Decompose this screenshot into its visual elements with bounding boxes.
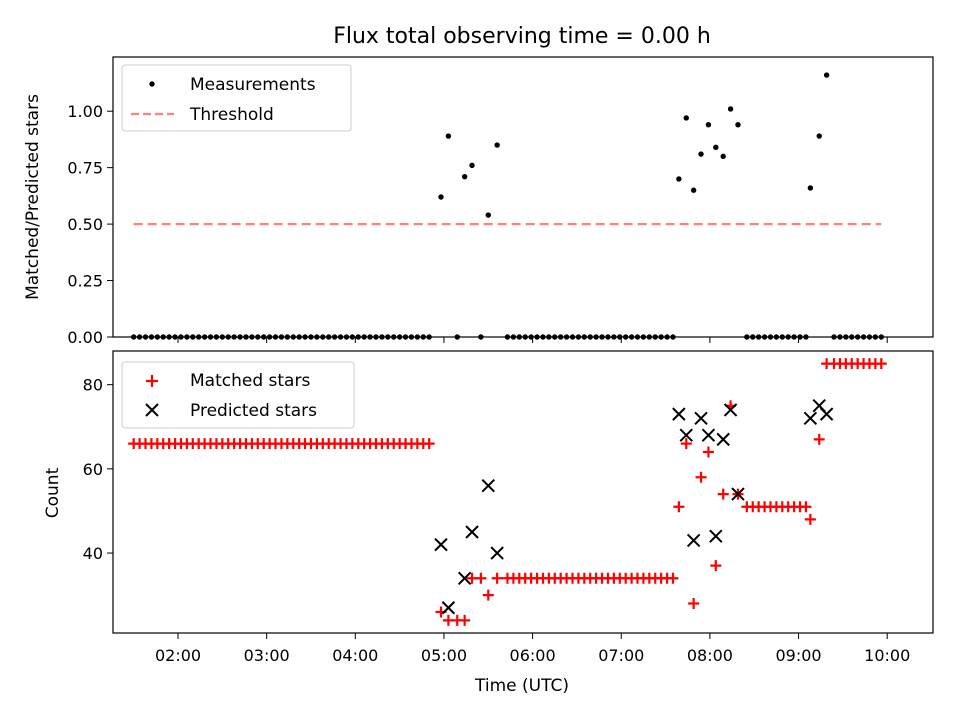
measurement-point	[824, 72, 829, 77]
y-tick-label: 0.25	[67, 272, 103, 291]
y-tick-label: 0.00	[67, 328, 103, 347]
top-legend: Measurements Threshold	[122, 65, 351, 131]
x-tick-label: 10:00	[864, 646, 910, 665]
measurement-point	[817, 133, 822, 138]
measurement-point	[676, 176, 681, 181]
bottom-x-ticks: 02:00 03:00 04:00 05:00 06:00 07:00 08:00 09:00…	[155, 633, 910, 665]
legend-label-predicted: Predicted stars	[190, 401, 317, 421]
y-tick-label: 0.75	[67, 159, 103, 178]
chart-title: Flux total observing time = 0.00 h	[333, 24, 711, 49]
x-tick-label: 03:00	[244, 646, 290, 665]
measurement-point	[486, 212, 491, 217]
figure: Flux total observing time = 0.00 h 0.000…	[0, 0, 960, 720]
measurement-point	[438, 194, 443, 199]
y-tick-label: 0.50	[67, 215, 103, 234]
bottom-panel: 40 60 80 02:00 03:00 04:00 05:00 06:00 07:00 08:…	[43, 351, 933, 696]
y-tick-label: 40	[83, 544, 103, 563]
x-tick-label: 05:00	[421, 646, 467, 665]
y-tick-label: 80	[83, 376, 103, 395]
measurement-point	[494, 142, 499, 147]
top-y-ticks: 0.00 0.25 0.50 0.75 1.00	[67, 102, 113, 347]
measurement-point	[469, 163, 474, 168]
legend-label-matched: Matched stars	[190, 371, 310, 391]
measurement-point	[462, 174, 467, 179]
measurement-point	[698, 151, 703, 156]
measurement-point	[706, 122, 711, 127]
bottom-y-axis-label: Count	[43, 467, 63, 518]
measurement-point	[691, 188, 696, 193]
x-tick-label: 02:00	[155, 646, 201, 665]
legend-marker-measurements	[149, 81, 154, 86]
measurement-point	[713, 145, 718, 150]
x-tick-label: 09:00	[775, 646, 821, 665]
measurement-point	[684, 115, 689, 120]
measurement-point	[446, 133, 451, 138]
measurement-point	[720, 154, 725, 159]
legend-label-threshold: Threshold	[189, 105, 274, 125]
x-tick-label: 08:00	[687, 646, 733, 665]
measurement-point	[728, 106, 733, 111]
bottom-y-ticks: 40 60 80	[83, 376, 113, 563]
measurement-point	[735, 122, 740, 127]
bottom-legend: Matched stars Predicted stars	[122, 362, 354, 428]
x-tick-label: 06:00	[510, 646, 556, 665]
x-tick-label: 07:00	[598, 646, 644, 665]
measurement-point	[808, 185, 813, 190]
y-tick-label: 60	[83, 460, 103, 479]
x-tick-label: 04:00	[332, 646, 378, 665]
legend-label-measurements: Measurements	[190, 75, 316, 95]
top-y-axis-label: Matched/Predicted stars	[23, 94, 43, 300]
top-panel: 0.00 0.25 0.50 0.75 1.00 Matched/Predicted s…	[23, 57, 933, 347]
x-axis-label: Time (UTC)	[474, 676, 569, 696]
y-tick-label: 1.00	[67, 102, 103, 121]
